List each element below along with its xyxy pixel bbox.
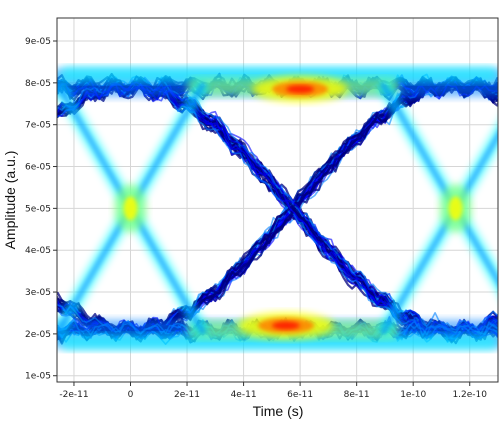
x-tick-label: 4e-11	[231, 390, 257, 400]
crossing-core	[448, 196, 463, 221]
y-tick-label: 6e-05	[25, 163, 51, 173]
y-tick-label: 7e-05	[25, 121, 51, 131]
y-tick-label: 4e-05	[25, 246, 51, 256]
peak-density-core	[271, 321, 300, 330]
x-tick-label: 8e-11	[344, 390, 370, 400]
x-tick-label: 2e-11	[174, 390, 200, 400]
y-tick-label: 5e-05	[25, 204, 51, 214]
y-tick-label: 1e-05	[25, 372, 51, 382]
y-axis-ticks: 1e-05 2e-05 3e-05 4e-05 5e-05 6e-05 7e-05 8e-05…	[25, 37, 57, 382]
x-axis-ticks: -2e-11 0 2e-11 4e-11 6e-11 8e-11 1e-10 1.2e-10	[59, 382, 487, 400]
x-tick-label: 1.2e-10	[452, 390, 487, 400]
y-tick-label: 2e-05	[25, 330, 51, 340]
crossing-core	[123, 196, 138, 221]
watermark-text: 公众号 · 量子光学	[402, 395, 482, 408]
y-axis-title: Amplitude (a.u.)	[2, 151, 18, 250]
x-tick-label: 6e-11	[287, 390, 313, 400]
y-tick-label: 8e-05	[25, 79, 51, 89]
plot-frame	[56, 17, 499, 383]
x-tick-label: -2e-11	[59, 390, 88, 400]
x-tick-label: 0	[128, 390, 134, 400]
y-tick-label: 3e-05	[25, 288, 51, 298]
y-tick-label: 9e-05	[25, 37, 51, 47]
peak-density-core	[286, 85, 315, 94]
density-heat	[57, 66, 498, 351]
x-tick-label: 1e-10	[400, 390, 426, 400]
x-axis-title: Time (s)	[253, 403, 304, 419]
